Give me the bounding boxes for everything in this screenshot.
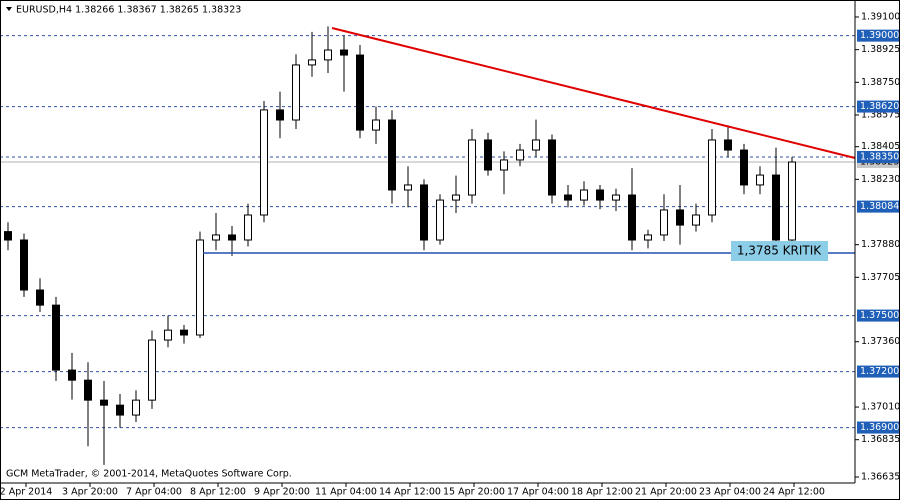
x-tick-label: 23 Apr 04:00 <box>699 487 761 498</box>
candle-body <box>324 49 332 61</box>
level-box <box>857 309 899 322</box>
candle-body <box>628 194 636 241</box>
candle-body <box>516 149 524 161</box>
menu-arrow <box>6 7 12 11</box>
y-tick-label: 1.37010 <box>861 402 900 413</box>
level-box <box>857 200 899 213</box>
x-tick-label: 14 Apr 12:00 <box>379 487 441 498</box>
y-tick-label: 1.38575 <box>861 109 900 120</box>
candle-body <box>532 139 540 151</box>
level-label: 1.36900 <box>860 422 899 433</box>
y-tick-label: 1.37880 <box>861 239 900 250</box>
y-tick-label: 1.38750 <box>861 77 900 88</box>
candle-body <box>372 119 380 131</box>
x-tick-label: 2 Apr 2014 <box>0 487 52 498</box>
candle-body <box>244 214 252 241</box>
x-tick-label: 17 Apr 04:00 <box>507 487 569 498</box>
candle-body <box>772 174 780 241</box>
candle-body <box>596 189 604 201</box>
candle-body <box>4 231 12 241</box>
candle-body <box>148 339 156 401</box>
y-tick-label: 1.36635 <box>861 472 900 483</box>
level-box <box>857 29 899 42</box>
candle-body <box>404 184 412 191</box>
level-label: 1.37200 <box>860 366 899 377</box>
x-tick-label: 24 Apr 12:00 <box>763 487 825 498</box>
candle-body <box>100 399 108 406</box>
candle-body <box>580 189 588 201</box>
candle-body <box>356 54 364 131</box>
candle-body <box>132 399 140 416</box>
level-label: 1.38084 <box>860 201 899 212</box>
level-box <box>857 365 899 378</box>
y-tick-label: 1.36835 <box>861 434 900 445</box>
candle-body <box>20 239 28 291</box>
level-box <box>857 150 899 163</box>
candle-body <box>228 234 236 241</box>
x-tick-label: 7 Apr 04:00 <box>126 487 182 498</box>
candle-body <box>212 234 220 241</box>
candle-body <box>36 289 44 306</box>
annotation-box <box>731 241 828 261</box>
level-label: 1.39000 <box>860 30 899 41</box>
annotation: 1,3785 KRITIK <box>737 244 822 258</box>
y-tick-label: 1.39100 <box>861 11 900 22</box>
candle-body <box>276 109 284 121</box>
candle-body <box>308 59 316 66</box>
candle-body <box>500 159 508 171</box>
candle-body <box>452 194 460 201</box>
level-box <box>857 421 899 434</box>
level-label: 1.37500 <box>860 310 899 321</box>
axis-labels: 1.39100 1.38925 1.38750 1.38575 1.38405 1.382… <box>0 11 900 497</box>
candle-body <box>612 194 620 201</box>
x-tick-label: 15 Apr 20:00 <box>443 487 505 498</box>
candle-body <box>84 379 92 401</box>
candle-body <box>436 199 444 241</box>
x-tick-label: 11 Apr 04:00 <box>315 487 377 498</box>
y-tick-label: 1.38405 <box>861 141 900 152</box>
candle-body <box>180 329 188 336</box>
candle-body <box>340 49 348 56</box>
candle-body <box>420 184 428 241</box>
chart-title: EURUSD,H4 1.38266 1.38367 1.38265 1.3832… <box>16 5 241 16</box>
candle-body <box>260 109 268 216</box>
candle-body <box>196 239 204 336</box>
candle-body <box>692 214 700 226</box>
candle-body <box>676 209 684 226</box>
level-label: 1.38620 <box>860 101 899 112</box>
x-tick-label: 8 Apr 12:00 <box>190 487 246 498</box>
x-tick-label: 21 Apr 20:00 <box>635 487 697 498</box>
footer: GCM MetaTrader, © 2001-2014, MetaQuotes … <box>6 469 292 480</box>
candle-body <box>788 161 796 241</box>
y-tick-label: 1.37705 <box>861 272 900 283</box>
candle-body <box>292 64 300 121</box>
y-tick-label: 1.37360 <box>861 336 900 347</box>
candle-body <box>484 139 492 171</box>
y-tick-label: 1.38925 <box>861 44 900 55</box>
candle-body <box>708 139 716 216</box>
candle-body <box>468 139 476 196</box>
candle-body <box>724 139 732 151</box>
candle-body <box>164 329 172 341</box>
candle-body <box>660 209 668 236</box>
candle-body <box>756 174 764 186</box>
candle-body <box>116 404 124 416</box>
candle-body <box>644 234 652 241</box>
candle-body <box>548 139 556 196</box>
candle-body <box>52 304 60 371</box>
x-tick-label: 3 Apr 20:00 <box>62 487 118 498</box>
candle-body <box>740 149 748 186</box>
level-label: 1.38350 <box>860 151 899 162</box>
x-tick-label: 18 Apr 12:00 <box>571 487 633 498</box>
candle-body <box>388 119 396 191</box>
candle-body <box>564 194 572 201</box>
level-box <box>857 100 899 113</box>
x-tick-label: 9 Apr 20:00 <box>254 487 310 498</box>
candle-body <box>68 369 76 381</box>
trend-line <box>331 27 856 159</box>
candles <box>4 26 796 465</box>
y-tick-label: 1.38230 <box>861 174 900 185</box>
